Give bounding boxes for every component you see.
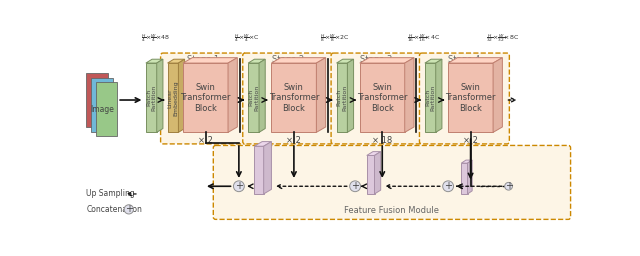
- Polygon shape: [157, 59, 163, 132]
- Text: Image: Image: [90, 105, 114, 114]
- Polygon shape: [367, 152, 381, 155]
- Polygon shape: [168, 63, 179, 132]
- Polygon shape: [146, 63, 157, 132]
- Text: +: +: [235, 181, 243, 191]
- Text: Swin
Transformer
Block: Swin Transformer Block: [180, 83, 231, 113]
- Polygon shape: [367, 155, 374, 194]
- Polygon shape: [348, 59, 353, 132]
- Polygon shape: [271, 63, 316, 132]
- Text: × 18: × 18: [372, 136, 392, 145]
- Polygon shape: [337, 59, 353, 63]
- Polygon shape: [91, 78, 113, 132]
- Polygon shape: [248, 59, 265, 63]
- FancyBboxPatch shape: [331, 53, 421, 144]
- FancyBboxPatch shape: [419, 53, 509, 144]
- Polygon shape: [467, 160, 472, 194]
- Text: × 2: × 2: [463, 136, 478, 145]
- Text: Patch
Partition: Patch Partition: [337, 84, 348, 111]
- Polygon shape: [425, 59, 442, 63]
- Polygon shape: [493, 58, 502, 132]
- Polygon shape: [448, 63, 493, 132]
- Polygon shape: [146, 59, 163, 63]
- Text: Stage 4: Stage 4: [449, 56, 481, 65]
- Polygon shape: [264, 142, 271, 194]
- Text: Swin
Transformer
Block: Swin Transformer Block: [357, 83, 408, 113]
- Polygon shape: [168, 59, 184, 63]
- Text: Patch
Partition: Patch Partition: [248, 84, 259, 111]
- Text: Patch
Partition: Patch Partition: [425, 84, 436, 111]
- Text: Swin
Transformer
Block: Swin Transformer Block: [269, 83, 319, 113]
- Polygon shape: [86, 73, 108, 127]
- Polygon shape: [254, 146, 264, 194]
- Circle shape: [234, 181, 244, 192]
- Polygon shape: [228, 58, 237, 132]
- Text: Stage 1: Stage 1: [187, 56, 220, 65]
- FancyBboxPatch shape: [213, 145, 571, 219]
- Polygon shape: [374, 152, 381, 194]
- Text: Stage 3: Stage 3: [360, 56, 392, 65]
- Text: $\frac{H}{16}$$\times$$\frac{W}{16}$$\times$4C: $\frac{H}{16}$$\times$$\frac{W}{16}$$\ti…: [407, 32, 440, 44]
- Polygon shape: [404, 58, 414, 132]
- Text: Up Sampling: Up Sampling: [86, 189, 135, 198]
- Polygon shape: [254, 142, 271, 146]
- Text: Stage 2: Stage 2: [271, 56, 304, 65]
- Text: +: +: [504, 181, 513, 191]
- Text: Swin
Transformer
Block: Swin Transformer Block: [445, 83, 496, 113]
- Circle shape: [124, 205, 134, 214]
- FancyBboxPatch shape: [161, 53, 246, 144]
- Polygon shape: [179, 59, 184, 132]
- Polygon shape: [259, 59, 265, 132]
- Circle shape: [349, 181, 360, 192]
- Polygon shape: [360, 63, 404, 132]
- Polygon shape: [271, 58, 326, 63]
- Text: Patch
Partition: Patch Partition: [146, 84, 157, 111]
- Circle shape: [505, 183, 513, 190]
- Circle shape: [443, 181, 454, 192]
- Text: × 2: × 2: [198, 136, 213, 145]
- Polygon shape: [360, 58, 414, 63]
- Polygon shape: [425, 63, 436, 132]
- Polygon shape: [448, 58, 502, 63]
- FancyBboxPatch shape: [243, 53, 333, 144]
- Polygon shape: [183, 58, 237, 63]
- Text: Linear
Embedding: Linear Embedding: [168, 80, 179, 115]
- Text: +: +: [444, 181, 452, 191]
- Text: $\frac{H}{8}$$\times$$\frac{W}{8}$$\times$2C: $\frac{H}{8}$$\times$$\frac{W}{8}$$\time…: [320, 32, 350, 44]
- Text: Feature Fusion Module: Feature Fusion Module: [344, 206, 440, 215]
- Text: $\frac{H}{32}$$\times$$\frac{W}{32}$$\times$8C: $\frac{H}{32}$$\times$$\frac{W}{32}$$\ti…: [486, 32, 519, 44]
- Polygon shape: [461, 160, 472, 163]
- Polygon shape: [183, 63, 228, 132]
- Text: +: +: [125, 204, 133, 214]
- Text: $\frac{H}{4}$$\times$$\frac{W}{4}$$\times$48: $\frac{H}{4}$$\times$$\frac{W}{4}$$\time…: [141, 32, 170, 44]
- Polygon shape: [337, 63, 348, 132]
- Polygon shape: [316, 58, 326, 132]
- Text: Concatenation: Concatenation: [86, 205, 142, 214]
- Polygon shape: [248, 63, 259, 132]
- Polygon shape: [436, 59, 442, 132]
- Polygon shape: [461, 163, 467, 194]
- Text: $\frac{H}{4}$$\times$$\frac{W}{4}$$\times$C: $\frac{H}{4}$$\times$$\frac{W}{4}$$\time…: [234, 32, 259, 44]
- Polygon shape: [95, 82, 117, 136]
- Text: +: +: [351, 181, 359, 191]
- Text: × 2: × 2: [287, 136, 301, 145]
